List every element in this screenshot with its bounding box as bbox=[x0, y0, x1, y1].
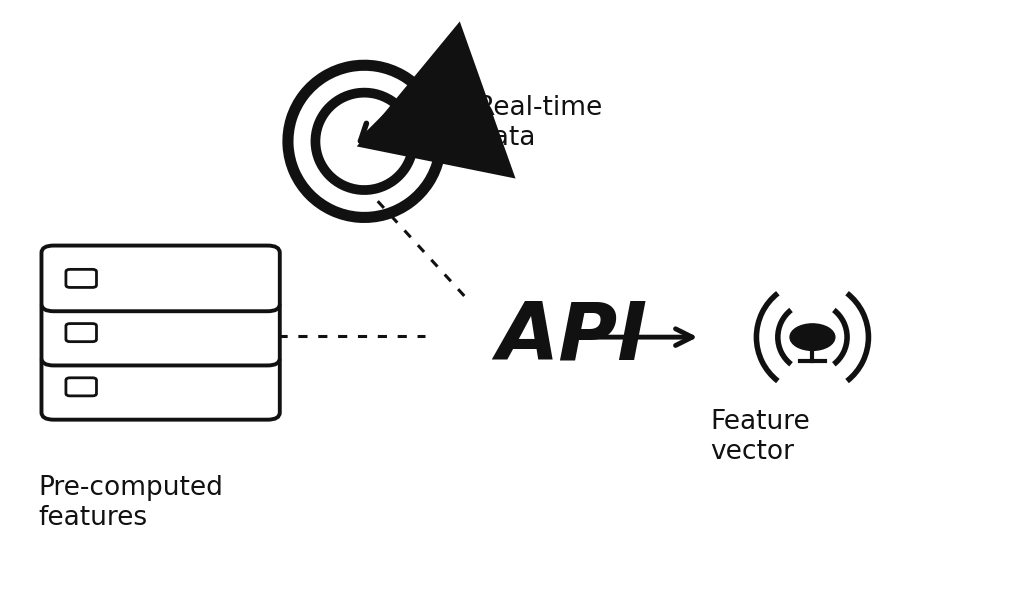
Text: API: API bbox=[497, 298, 648, 376]
FancyBboxPatch shape bbox=[66, 269, 96, 288]
FancyBboxPatch shape bbox=[66, 323, 96, 342]
Circle shape bbox=[791, 324, 835, 350]
FancyBboxPatch shape bbox=[66, 378, 96, 396]
FancyBboxPatch shape bbox=[42, 354, 280, 420]
Text: Pre-computed
features: Pre-computed features bbox=[39, 475, 223, 531]
Text: Feature
vector: Feature vector bbox=[711, 409, 810, 465]
FancyBboxPatch shape bbox=[42, 246, 280, 311]
Text: Real-time
data: Real-time data bbox=[476, 95, 602, 151]
FancyBboxPatch shape bbox=[42, 300, 280, 365]
